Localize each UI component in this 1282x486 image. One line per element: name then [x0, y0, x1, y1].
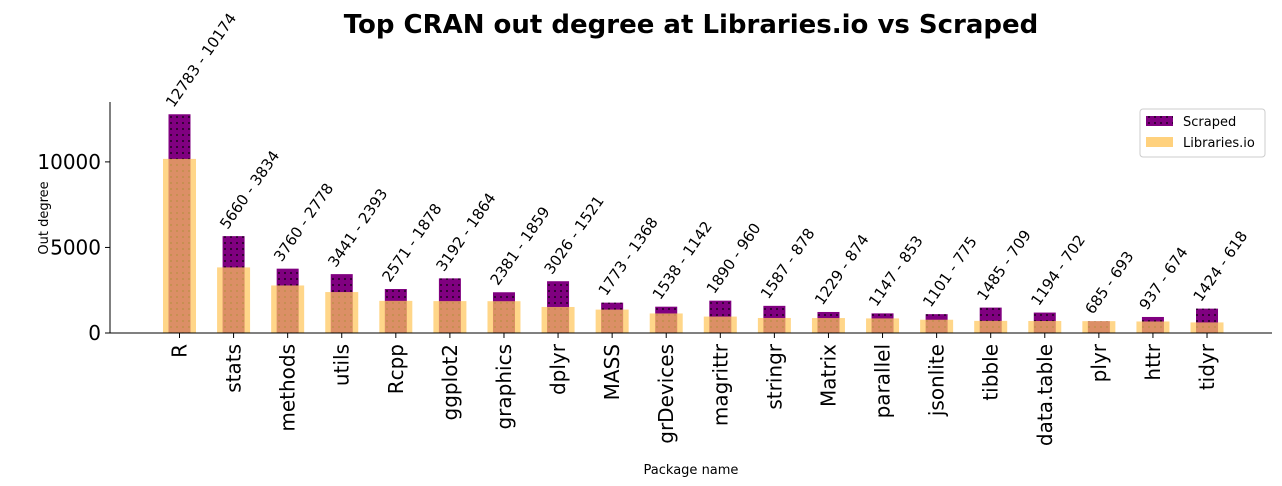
bar-librariesio-plyr: [1082, 321, 1116, 333]
x-tick-label-httr: httr: [1141, 343, 1165, 380]
data-label-mass: 1773 - 1368: [595, 214, 662, 299]
plot-area: 12783 - 10174 R 5660 - 3834 stats 3760 - 277…: [37, 10, 1272, 446]
x-tick-label-jsonlite: jsonlite: [925, 344, 949, 417]
data-label-methods: 3760 - 2778: [270, 180, 337, 265]
bar-librariesio-parallel: [866, 318, 900, 333]
bar-librariesio-jsonlite: [920, 319, 954, 333]
bar-librariesio-dplyr: [541, 306, 575, 333]
data-label-rcpp: 2571 - 1878: [378, 200, 445, 285]
x-tick-label-utils: utils: [330, 344, 354, 386]
bar-librariesio-httr: [1136, 321, 1170, 333]
bar-librariesio-magrittr: [703, 316, 737, 333]
legend-swatch-librariesio: [1146, 137, 1173, 147]
bar-librariesio-methods: [271, 285, 305, 333]
y-tick-label-10000: 10000: [37, 150, 101, 174]
x-tick-label-stringr: stringr: [762, 343, 786, 409]
x-tick-label-tidyr: tidyr: [1195, 343, 1219, 390]
legend-label-scraped: Scraped: [1183, 115, 1236, 130]
bar-librariesio-stringr: [757, 317, 791, 333]
bar-librariesio-matrix: [811, 318, 845, 333]
x-tick-label-magrittr: magrittr: [708, 343, 732, 426]
x-tick-label-ggplot2: ggplot2: [438, 344, 462, 420]
x-tick-label-dplyr: dplyr: [546, 343, 570, 395]
data-label-utils: 3441 - 2393: [324, 185, 391, 270]
x-tick-label-data-table: data.table: [1033, 344, 1057, 446]
bar-librariesio-data-table: [1028, 320, 1062, 333]
x-tick-label-mass: MASS: [600, 344, 624, 400]
data-label-stringr: 1587 - 878: [757, 225, 819, 302]
bar-librariesio-grdevices: [649, 313, 683, 333]
bar-librariesio-tibble: [974, 320, 1008, 333]
data-label-dplyr: 3026 - 1521: [541, 192, 608, 277]
bar-librariesio-mass: [595, 309, 629, 333]
data-label-data-table: 1194 - 702: [1027, 232, 1089, 309]
x-tick-label-stats: stats: [222, 344, 246, 393]
data-label-tibble: 1485 - 709: [973, 227, 1035, 304]
data-label-matrix: 1229 - 874: [811, 231, 873, 308]
y-tick-label-0: 0: [88, 321, 101, 345]
bar-librariesio-tidyr: [1190, 322, 1224, 333]
bar-librariesio-rcpp: [379, 300, 413, 333]
legend-label-librariesio: Libraries.io: [1183, 136, 1255, 151]
x-tick-label-graphics: graphics: [492, 344, 516, 430]
bar-librariesio-graphics: [487, 301, 521, 333]
legend: Scraped Libraries.io: [1139, 108, 1266, 158]
y-tick-label-5000: 5000: [50, 235, 101, 259]
x-tick-label-matrix: Matrix: [816, 344, 840, 407]
bar-librariesio-utils: [325, 292, 359, 333]
y-axis-label: Out degree: [37, 181, 52, 254]
x-tick-label-methods: methods: [276, 344, 300, 432]
data-label-httr: 937 - 674: [1135, 244, 1191, 313]
x-tick-label-tibble: tibble: [979, 344, 1003, 401]
data-label-stats: 5660 - 3834: [216, 147, 283, 232]
bar-librariesio-stats: [217, 267, 251, 333]
x-tick-label-rcpp: Rcpp: [384, 344, 408, 394]
x-tick-label-parallel: parallel: [871, 344, 895, 418]
bar-librariesio-ggplot2: [433, 301, 467, 333]
x-tick-label-plyr: plyr: [1087, 343, 1111, 382]
data-label-parallel: 1147 - 853: [865, 232, 927, 309]
legend-swatch-scraped-hatch: [1146, 116, 1173, 126]
chart-title: Top CRAN out degree at Libraries.io vs S…: [344, 10, 1039, 40]
x-axis-label: Package name: [644, 463, 739, 478]
bar-librariesio-r: [163, 158, 196, 333]
x-tick-label-grdevices: grDevices: [654, 344, 678, 444]
data-label-graphics: 2381 - 1859: [487, 203, 554, 288]
data-label-grdevices: 1538 - 1142: [649, 218, 716, 303]
data-label-ggplot2: 3192 - 1864: [432, 190, 499, 275]
data-label-tidyr: 1424 - 618: [1190, 228, 1252, 305]
data-label-plyr: 685 - 693: [1081, 248, 1137, 317]
x-tick-label-r: R: [168, 344, 192, 358]
data-label-jsonlite: 1101 - 775: [919, 233, 981, 310]
data-label-r: 12783 - 10174: [162, 10, 240, 111]
